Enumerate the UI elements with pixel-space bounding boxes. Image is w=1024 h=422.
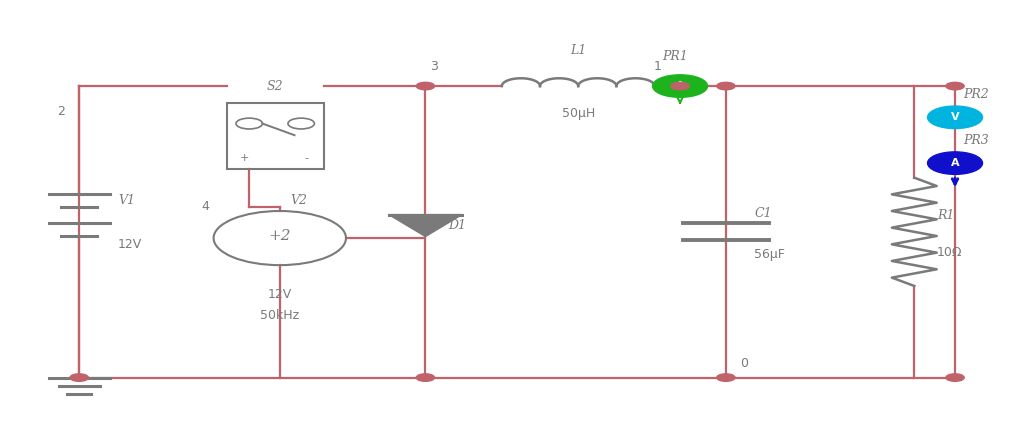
Circle shape [717, 374, 735, 381]
Text: V: V [950, 112, 959, 122]
Circle shape [928, 106, 982, 129]
Text: PR1: PR1 [663, 49, 688, 62]
Text: D1: D1 [447, 219, 466, 232]
Text: 0: 0 [740, 357, 749, 370]
Text: R1: R1 [937, 208, 954, 222]
Text: 50μH: 50μH [561, 107, 595, 119]
Polygon shape [389, 214, 462, 237]
Text: 56μF: 56μF [755, 248, 785, 261]
Text: 2: 2 [57, 105, 65, 118]
Circle shape [70, 374, 88, 381]
Text: A: A [676, 81, 684, 91]
Text: A: A [950, 158, 959, 168]
Text: C1: C1 [755, 207, 772, 219]
Circle shape [417, 82, 434, 90]
Text: PR3: PR3 [964, 134, 989, 147]
Circle shape [671, 82, 689, 90]
Text: 3: 3 [430, 60, 437, 73]
Circle shape [652, 75, 708, 97]
Circle shape [946, 82, 965, 90]
Text: 12V: 12V [267, 288, 292, 301]
Text: 4: 4 [202, 200, 209, 214]
Circle shape [946, 374, 965, 381]
Text: V1: V1 [118, 194, 135, 207]
Text: 1: 1 [653, 60, 662, 73]
Circle shape [928, 152, 982, 174]
Bar [227, 103, 324, 169]
Text: PR2: PR2 [964, 88, 989, 101]
Circle shape [417, 374, 434, 381]
Text: 12V: 12V [118, 238, 142, 251]
Text: V2: V2 [290, 194, 307, 207]
Text: -: - [304, 153, 308, 163]
Text: +: + [240, 153, 249, 163]
Text: 50kHz: 50kHz [260, 308, 299, 322]
Text: +2: +2 [268, 229, 291, 243]
Circle shape [717, 82, 735, 90]
Text: S2: S2 [267, 80, 284, 92]
Text: L1: L1 [570, 44, 587, 57]
Text: 10Ω: 10Ω [937, 246, 963, 259]
